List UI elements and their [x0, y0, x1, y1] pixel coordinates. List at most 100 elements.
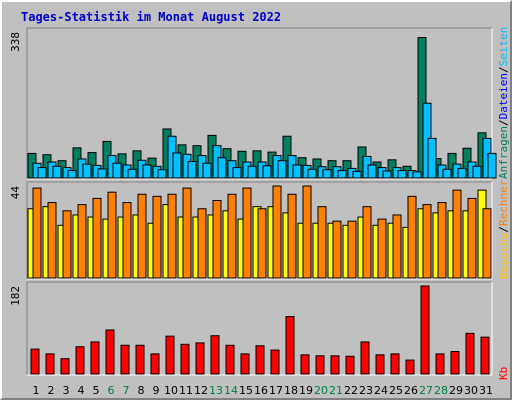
bar-seiten-day-31 [487, 152, 497, 179]
x-tick-label-day-20: 20 [314, 384, 328, 397]
bar-seiten-day-29 [457, 167, 467, 179]
bar-kb-day-17 [270, 349, 280, 375]
x-tick-label-day-10: 10 [164, 384, 178, 397]
bar-rechner-day-26 [407, 195, 417, 279]
bar-rechner-day-19 [302, 185, 312, 279]
bar-rechner-day-24 [377, 218, 387, 279]
series-label-slash: / [497, 226, 510, 233]
x-tick-label-day-24: 24 [374, 384, 388, 397]
bar-kb-day-7 [120, 344, 130, 375]
bar-kb-day-13 [210, 335, 220, 375]
bar-kb-day-3 [60, 358, 70, 375]
x-tick-label-day-9: 9 [153, 384, 160, 397]
x-tick-label-day-19: 19 [299, 384, 313, 397]
series-label-slash: / [497, 66, 510, 73]
bar-seiten-day-18 [292, 164, 302, 179]
bar-seiten-day-19 [307, 168, 317, 179]
bar-seiten-day-14 [232, 167, 242, 179]
bar-kb-day-18 [285, 316, 295, 375]
series-labels-rechner-besuche: Besuche/Rechner [497, 179, 510, 279]
bar-rechner-day-30 [467, 197, 477, 279]
bar-rechner-day-27 [422, 204, 432, 279]
x-tick-label-day-16: 16 [254, 384, 268, 397]
bar-rechner-day-9 [152, 195, 162, 279]
bar-rechner-day-5 [92, 197, 102, 279]
bar-rechner-day-7 [122, 202, 132, 279]
bar-rechner-day-16 [257, 208, 267, 279]
bar-seiten-day-24 [382, 170, 392, 179]
bar-rechner-day-28 [437, 202, 447, 279]
bar-kb-day-6 [105, 329, 115, 375]
bar-kb-day-15 [240, 353, 250, 375]
x-tick-label-day-12: 12 [194, 384, 208, 397]
bar-kb-day-11 [180, 343, 190, 375]
bar-rechner-day-14 [227, 193, 237, 279]
bar-kb-day-10 [165, 335, 175, 375]
bar-rechner-day-12 [197, 208, 207, 279]
x-tick-label-day-29: 29 [449, 384, 463, 397]
bar-kb-day-25 [390, 353, 400, 375]
x-tick-label-day-21: 21 [329, 384, 343, 397]
bar-kb-day-27 [420, 285, 430, 375]
bar-seiten-day-27 [427, 137, 437, 179]
bar-kb-day-21 [330, 355, 340, 375]
x-tick-label-day-11: 11 [179, 384, 193, 397]
bar-kb-day-8 [135, 344, 145, 375]
bar-kb-day-16 [255, 345, 265, 375]
bar-rechner-day-29 [452, 189, 462, 279]
series-labels-anfragen-dateien: Anfragen/Dateien/Seiten [497, 27, 510, 179]
bar-kb-day-12 [195, 342, 205, 375]
bar-kb-day-30 [465, 332, 475, 375]
bar-seiten-day-15 [247, 165, 257, 179]
x-tick-label-day-1: 1 [33, 384, 40, 397]
y-max-label-kb: 182 [9, 286, 22, 306]
bar-kb-day-19 [300, 354, 310, 375]
bar-seiten-day-21 [337, 170, 347, 179]
bar-rechner-day-10 [167, 193, 177, 279]
x-tick-label-day-31: 31 [479, 384, 493, 397]
bar-seiten-day-5 [97, 168, 107, 179]
chart-title: Tages-Statistik im Monat August 2022 [21, 10, 282, 24]
bar-kb-day-29 [450, 350, 460, 375]
bar-rechner-day-4 [77, 204, 87, 279]
bar-seiten-day-8 [142, 164, 152, 179]
bar-kb-day-9 [150, 353, 160, 375]
bar-seiten-day-17 [277, 160, 287, 179]
series-label-dateien: Dateien [497, 73, 510, 119]
series-labels-kb: Kb [497, 367, 510, 380]
bar-seiten-day-25 [397, 170, 407, 179]
bar-seiten-day-16 [262, 165, 272, 179]
y-max-label-rechner-besuche: 44 [9, 186, 22, 200]
bar-kb-day-22 [345, 355, 355, 375]
series-label-slash: / [497, 119, 510, 126]
x-tick-label-day-3: 3 [63, 384, 70, 397]
x-tick-label-day-13: 13 [209, 384, 223, 397]
bar-seiten-day-26 [412, 171, 422, 179]
series-label-kb: Kb [497, 367, 510, 380]
bar-rechner-day-22 [347, 220, 357, 279]
bar-kb-day-1 [30, 348, 40, 375]
bar-rechner-day-18 [287, 193, 297, 279]
bar-seiten-day-30 [472, 165, 482, 179]
bar-seiten-day-28 [442, 168, 452, 179]
bar-seiten-day-22 [352, 170, 362, 179]
x-tick-label-day-6: 6 [108, 384, 115, 397]
bar-kb-day-28 [435, 353, 445, 375]
bar-kb-day-31 [480, 336, 490, 375]
bar-kb-day-23 [360, 341, 370, 375]
bar-seiten-day-9 [157, 169, 167, 179]
bar-rechner-day-25 [392, 214, 402, 279]
bar-seiten-day-12 [202, 162, 212, 179]
x-tick-label-day-14: 14 [224, 384, 238, 397]
x-tick-label-day-30: 30 [464, 384, 478, 397]
bar-rechner-day-6 [107, 191, 117, 279]
bar-seiten-day-2 [52, 165, 62, 179]
bar-kb-day-5 [90, 341, 100, 375]
bar-seiten-day-11 [187, 161, 197, 179]
bar-rechner-day-20 [317, 206, 327, 279]
series-label-anfragen: Anfragen [497, 126, 510, 179]
bar-rechner-day-15 [242, 187, 252, 279]
bar-rechner-day-13 [212, 199, 222, 279]
